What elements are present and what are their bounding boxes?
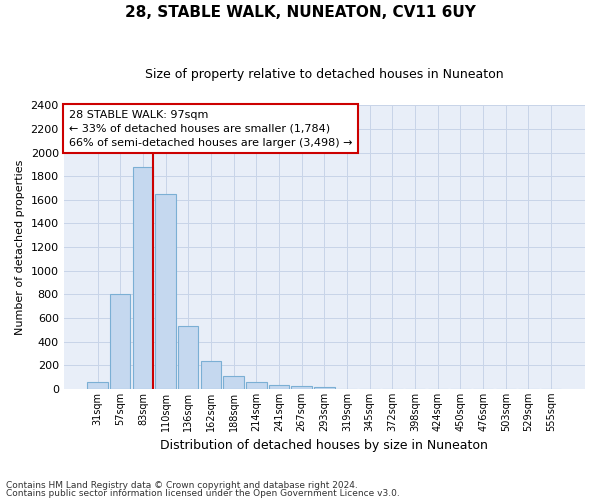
Bar bbox=[269, 385, 289, 389]
Text: Contains public sector information licensed under the Open Government Licence v3: Contains public sector information licen… bbox=[6, 488, 400, 498]
Bar bbox=[314, 388, 335, 389]
Bar bbox=[292, 386, 312, 389]
Bar bbox=[155, 194, 176, 389]
Bar bbox=[88, 382, 108, 389]
Text: 28, STABLE WALK, NUNEATON, CV11 6UY: 28, STABLE WALK, NUNEATON, CV11 6UY bbox=[125, 5, 475, 20]
Bar bbox=[223, 376, 244, 389]
X-axis label: Distribution of detached houses by size in Nuneaton: Distribution of detached houses by size … bbox=[160, 440, 488, 452]
Text: Contains HM Land Registry data © Crown copyright and database right 2024.: Contains HM Land Registry data © Crown c… bbox=[6, 481, 358, 490]
Bar bbox=[201, 360, 221, 389]
Bar bbox=[110, 294, 130, 389]
Title: Size of property relative to detached houses in Nuneaton: Size of property relative to detached ho… bbox=[145, 68, 503, 80]
Y-axis label: Number of detached properties: Number of detached properties bbox=[15, 160, 25, 335]
Text: 28 STABLE WALK: 97sqm
← 33% of detached houses are smaller (1,784)
66% of semi-d: 28 STABLE WALK: 97sqm ← 33% of detached … bbox=[69, 110, 352, 148]
Bar bbox=[178, 326, 199, 389]
Bar bbox=[133, 166, 153, 389]
Bar bbox=[246, 382, 266, 389]
